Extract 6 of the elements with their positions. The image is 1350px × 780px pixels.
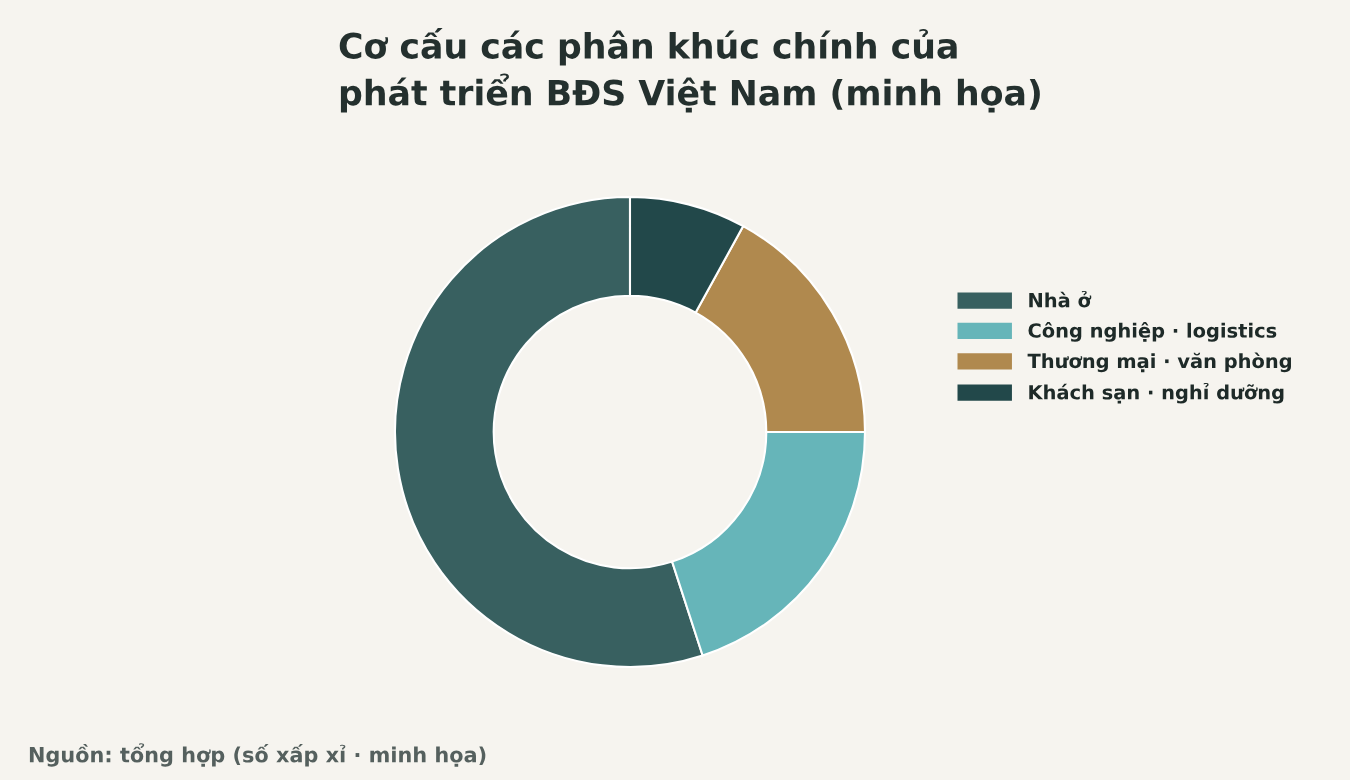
legend-label: Công nghiệp · logistics [1028,322,1277,342]
legend-label: Thương mại · văn phòng [1027,352,1291,373]
legend-label: Khách sạn · nghỉ dưỡng [1029,382,1284,404]
chart-title: Cơ cấu các phân khúc chính của phát triển BĐS Việt Nam (minh họa) [339,28,1040,113]
legend-label: Nhà ở [1029,290,1092,308]
text: Nguồn: tổng hợp (số xấp xỉ · minh họa) [29,743,486,767]
